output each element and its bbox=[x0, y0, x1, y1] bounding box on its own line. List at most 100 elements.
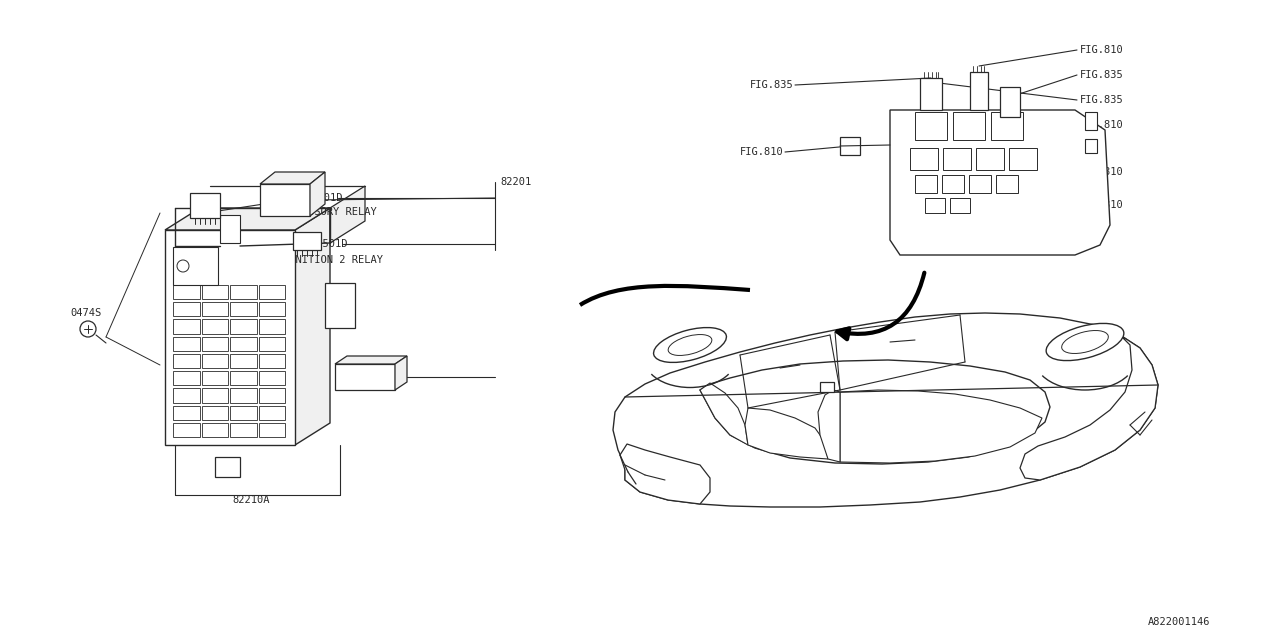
Bar bbox=[1000, 87, 1020, 117]
Bar bbox=[173, 337, 200, 351]
Bar bbox=[325, 283, 355, 328]
Polygon shape bbox=[396, 356, 407, 390]
Bar bbox=[201, 406, 228, 420]
Bar bbox=[173, 423, 200, 437]
Bar bbox=[201, 388, 228, 403]
Bar bbox=[173, 247, 218, 285]
Text: FIG.835: FIG.835 bbox=[750, 80, 794, 90]
Text: FIG.810: FIG.810 bbox=[1080, 200, 1124, 210]
Bar bbox=[910, 148, 938, 170]
Bar bbox=[165, 230, 294, 445]
Bar bbox=[230, 319, 256, 333]
Bar bbox=[173, 388, 200, 403]
Polygon shape bbox=[620, 444, 710, 504]
Bar bbox=[220, 215, 241, 243]
Text: 0474S: 0474S bbox=[70, 308, 101, 318]
Text: A822001146: A822001146 bbox=[1148, 617, 1211, 627]
Bar bbox=[230, 388, 256, 403]
Bar bbox=[173, 406, 200, 420]
Bar bbox=[259, 354, 285, 368]
Bar bbox=[259, 302, 285, 316]
Bar bbox=[201, 423, 228, 437]
Ellipse shape bbox=[1046, 323, 1124, 360]
Bar bbox=[230, 406, 256, 420]
Bar bbox=[230, 371, 256, 385]
Text: 82201: 82201 bbox=[500, 177, 531, 187]
Bar bbox=[820, 382, 835, 392]
Bar bbox=[201, 371, 228, 385]
Polygon shape bbox=[890, 110, 1110, 255]
Text: FIG.835: FIG.835 bbox=[1080, 70, 1124, 80]
Bar bbox=[260, 184, 310, 216]
Bar bbox=[1085, 139, 1097, 153]
FancyArrowPatch shape bbox=[837, 273, 924, 339]
Bar bbox=[215, 457, 241, 477]
Polygon shape bbox=[818, 390, 840, 462]
Bar bbox=[335, 364, 396, 390]
Bar bbox=[201, 302, 228, 316]
Bar bbox=[230, 354, 256, 368]
Bar bbox=[925, 198, 945, 213]
Text: FIG.810: FIG.810 bbox=[1080, 167, 1124, 177]
Text: 82210A: 82210A bbox=[232, 495, 270, 505]
Bar bbox=[201, 354, 228, 368]
Polygon shape bbox=[700, 383, 748, 445]
Bar bbox=[943, 148, 972, 170]
Bar bbox=[920, 78, 942, 110]
Polygon shape bbox=[310, 172, 325, 216]
Bar bbox=[173, 285, 200, 300]
Bar bbox=[259, 337, 285, 351]
Bar bbox=[173, 371, 200, 385]
Bar bbox=[840, 137, 860, 155]
Bar bbox=[259, 285, 285, 300]
Bar bbox=[201, 319, 228, 333]
Bar bbox=[942, 175, 964, 193]
Bar bbox=[173, 319, 200, 333]
Bar bbox=[173, 354, 200, 368]
Polygon shape bbox=[745, 408, 828, 459]
Polygon shape bbox=[294, 208, 330, 445]
Polygon shape bbox=[165, 208, 330, 230]
Text: FIG.810: FIG.810 bbox=[740, 147, 783, 157]
Text: 82501D: 82501D bbox=[305, 193, 343, 203]
Bar bbox=[259, 406, 285, 420]
Polygon shape bbox=[613, 313, 1158, 507]
Polygon shape bbox=[330, 186, 365, 243]
Text: FIG.810: FIG.810 bbox=[1080, 120, 1124, 130]
Text: FIG.810: FIG.810 bbox=[1080, 45, 1124, 55]
Bar bbox=[201, 285, 228, 300]
Bar bbox=[915, 112, 947, 140]
Bar bbox=[991, 112, 1023, 140]
Text: 82501D: 82501D bbox=[310, 239, 347, 249]
Bar bbox=[230, 302, 256, 316]
Bar bbox=[173, 302, 200, 316]
Polygon shape bbox=[840, 390, 1042, 463]
Text: IGNITION 2 RELAY: IGNITION 2 RELAY bbox=[283, 255, 383, 265]
Bar bbox=[230, 423, 256, 437]
Bar bbox=[1085, 112, 1097, 130]
Polygon shape bbox=[1020, 335, 1158, 480]
Bar bbox=[201, 337, 228, 351]
Bar bbox=[970, 72, 988, 110]
Bar bbox=[977, 148, 1004, 170]
Bar bbox=[969, 175, 991, 193]
Bar bbox=[950, 198, 970, 213]
Bar bbox=[915, 175, 937, 193]
Bar bbox=[259, 319, 285, 333]
Bar bbox=[230, 285, 256, 300]
Polygon shape bbox=[260, 172, 325, 184]
Text: ACCESSORY RELAY: ACCESSORY RELAY bbox=[283, 207, 376, 217]
Bar bbox=[1009, 148, 1037, 170]
Bar bbox=[259, 371, 285, 385]
Bar bbox=[954, 112, 986, 140]
Bar bbox=[996, 175, 1018, 193]
Text: FIG.835: FIG.835 bbox=[1080, 95, 1124, 105]
Bar bbox=[189, 193, 220, 218]
Ellipse shape bbox=[654, 328, 727, 362]
Bar bbox=[259, 388, 285, 403]
Bar bbox=[230, 337, 256, 351]
Bar bbox=[259, 423, 285, 437]
Polygon shape bbox=[335, 356, 407, 364]
Bar bbox=[293, 232, 321, 250]
Polygon shape bbox=[700, 360, 1050, 464]
